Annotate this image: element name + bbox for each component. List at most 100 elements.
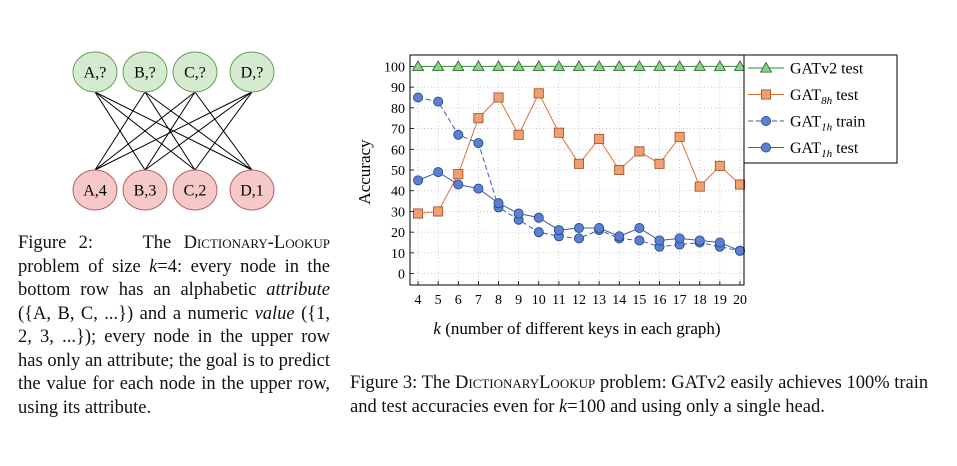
x-tick-label: 9 (515, 293, 522, 308)
data-point (572, 60, 586, 71)
legend-label-sub: 8h (821, 95, 833, 107)
series-gat8h-test (413, 88, 745, 219)
data-point (653, 60, 666, 71)
top-node-label: A,? (84, 65, 107, 82)
data-point (453, 179, 464, 190)
y-tick-label: 30 (391, 205, 405, 220)
top-node: D,? (229, 51, 275, 93)
y-tick-label: 80 (391, 102, 405, 117)
x-axis-label-var: k (433, 319, 441, 338)
data-point (574, 158, 585, 169)
legend-label-base: GAT (790, 114, 821, 131)
graph-edge (144, 91, 196, 171)
data-point (614, 164, 625, 175)
data-point (674, 233, 685, 244)
y-tick-label: 50 (391, 164, 405, 179)
top-node: A,? (72, 51, 118, 93)
top-node-shape (72, 51, 118, 93)
legend-label-base: GAT (790, 140, 821, 157)
x-tick-label: 10 (532, 293, 546, 308)
graph-edge (94, 91, 253, 171)
bottom-node-shape (72, 169, 118, 211)
top-node-label: C,? (184, 65, 206, 82)
fig3-label: Figure 3: The (350, 373, 455, 393)
fig2-text-2: =4: every node in the bottom row has an … (18, 256, 331, 301)
x-tick-label: 20 (733, 293, 747, 308)
fig2-problem-name: Dictionary-Lookup (183, 233, 330, 253)
data-point (734, 179, 745, 190)
bottom-node-shape (122, 169, 168, 211)
data-point (411, 60, 425, 71)
data-point (552, 60, 566, 71)
legend-marker (761, 142, 772, 153)
chart-ticks: 0 10 20 30 40 50 60 70 80 90 100 4 5 6 7 8 9 10 11 12 13 14 15… (384, 60, 747, 308)
data-point (473, 113, 484, 124)
legend-item: GAT1h test (748, 140, 859, 160)
x-axis-label-rest: (number of different keys in each graph) (441, 319, 721, 338)
legend-marker (759, 61, 773, 73)
legend-item: GAT1h train (748, 114, 865, 134)
bottom-node-label: B,3 (134, 183, 157, 200)
legend-label-base: GAT (790, 87, 821, 104)
legend-label-sub: 1h (821, 122, 833, 134)
fig2-text-3: ({A, B, C, ...}) and a numeric (18, 303, 255, 324)
x-tick-label: 16 (652, 293, 666, 308)
bottom-node: A,4 (72, 169, 118, 211)
legend-label: GAT8h test (790, 87, 859, 107)
fig2-attribute-word: attribute (266, 280, 330, 300)
figure-3-caption: Figure 3: The DictionaryLookup problem: … (350, 372, 930, 419)
data-point (634, 223, 645, 234)
data-point (533, 212, 544, 223)
x-tick-label: 12 (572, 293, 586, 308)
data-point (492, 60, 505, 71)
fig3-text-1: problem: GATv2 easily achieves 100% trai… (350, 373, 929, 417)
legend-label-sub: 1h (821, 148, 833, 160)
data-point (553, 225, 564, 236)
x-axis-label: k (number of different keys in each grap… (433, 319, 720, 338)
bottom-node-shape (172, 169, 218, 211)
x-tick-label: 8 (495, 293, 502, 308)
data-point (714, 237, 725, 248)
data-point (513, 129, 524, 140)
y-tick-label: 0 (398, 268, 405, 283)
x-tick-label: 7 (475, 293, 482, 308)
data-point (472, 60, 485, 71)
data-point (433, 167, 444, 178)
fig3-problem-name: DictionaryLookup (455, 373, 596, 393)
bottom-node: D,1 (229, 169, 275, 211)
data-point (473, 183, 484, 194)
data-point (533, 227, 544, 238)
y-tick-label: 90 (391, 81, 405, 96)
legend-marker (761, 89, 772, 100)
y-tick-label: 10 (391, 247, 405, 262)
bottom-node-label: C,2 (184, 183, 207, 200)
top-node-shape (172, 51, 218, 93)
x-tick-label: 14 (612, 293, 626, 308)
series-gatv2-test (411, 60, 747, 71)
legend-marker (761, 116, 772, 127)
data-point (452, 60, 465, 71)
y-tick-label: 40 (391, 185, 405, 200)
fig3-text-2: =100 and using only a single head. (567, 396, 825, 417)
data-point (553, 127, 564, 138)
data-point (532, 60, 545, 71)
data-point (694, 235, 705, 246)
x-tick-label: 18 (693, 293, 707, 308)
data-point (493, 92, 504, 103)
chart-series (411, 60, 747, 256)
data-point (654, 235, 665, 246)
graph-edge (144, 91, 253, 171)
x-tick-label: 13 (592, 293, 606, 308)
fig2-value-word: value (254, 303, 295, 324)
data-point (433, 206, 444, 217)
data-point (513, 208, 524, 219)
top-node-shape (229, 51, 275, 93)
top-node-label: B,? (134, 65, 156, 82)
data-point (413, 175, 424, 186)
fig2-text-1: problem of size (18, 256, 150, 277)
data-point (533, 88, 544, 99)
figure-2-caption: Figure 2: The Dictionary-Lookup problem … (18, 233, 331, 418)
